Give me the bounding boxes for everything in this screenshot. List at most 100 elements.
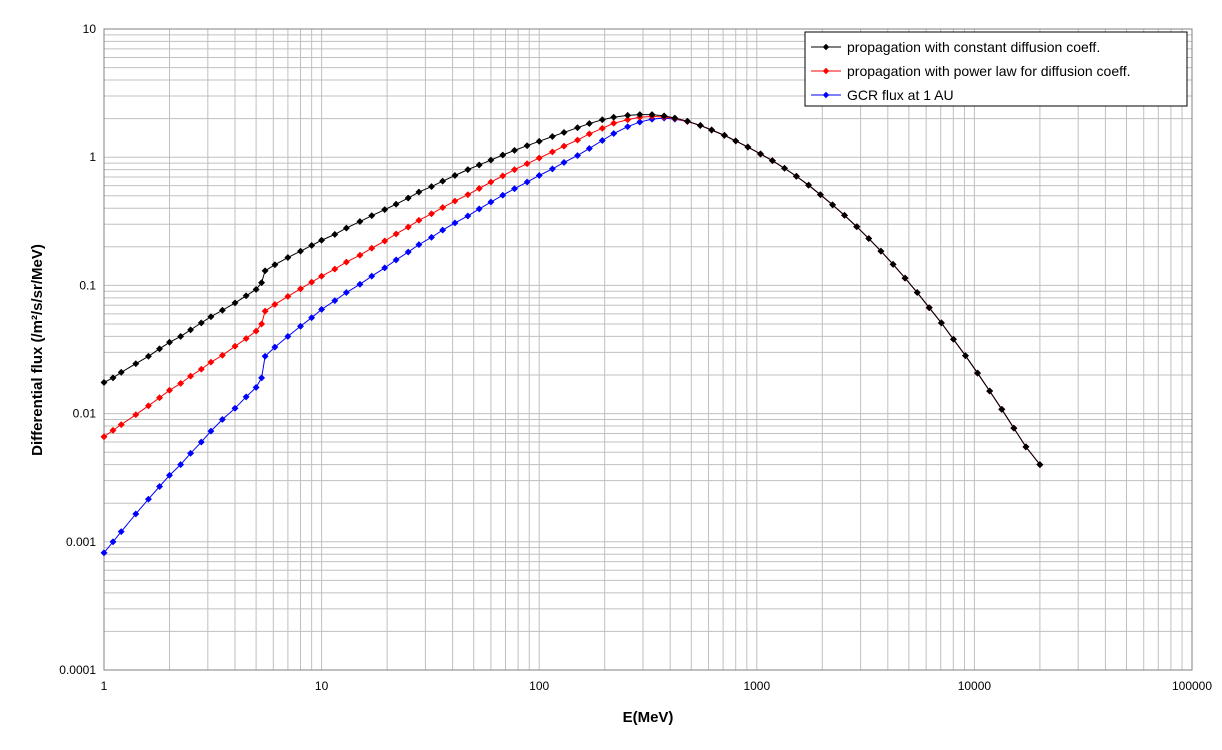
series-1 (100, 111, 1044, 469)
data-point (144, 402, 152, 410)
data-point (308, 278, 316, 286)
data-point (949, 335, 957, 343)
x-tick-label: 1000 (743, 679, 770, 693)
data-point (439, 226, 447, 234)
data-point (242, 292, 250, 300)
data-point (155, 394, 164, 402)
data-point (829, 201, 837, 209)
data-point (144, 352, 152, 360)
data-point (331, 265, 339, 273)
data-point (548, 132, 556, 141)
data-point (610, 113, 618, 121)
y-tick-label: 0.1 (79, 278, 96, 292)
data-point (392, 230, 400, 238)
data-point (155, 345, 164, 353)
legend-label: propagation with constant diffusion coef… (847, 39, 1100, 55)
data-point (207, 313, 215, 321)
data-point (510, 166, 519, 174)
data-point (636, 111, 644, 119)
data-point (100, 378, 108, 386)
data-point (404, 248, 412, 256)
data-point (1010, 424, 1018, 432)
data-point (451, 219, 459, 227)
data-point (573, 152, 582, 160)
data-point (318, 236, 326, 244)
data-point (284, 332, 292, 340)
data-point (853, 223, 861, 231)
data-point (258, 279, 266, 287)
legend-box (804, 31, 1188, 107)
data-point (548, 148, 556, 156)
data-point (648, 111, 656, 119)
data-point (744, 143, 752, 151)
data-point (392, 200, 400, 208)
data-point (499, 191, 507, 199)
data-point (732, 137, 740, 145)
data-point (451, 197, 459, 205)
legend-label: propagation with power law for diffusion… (847, 63, 1131, 79)
data-point (535, 154, 543, 162)
data-point (487, 198, 495, 206)
data-point (560, 158, 568, 167)
data-point (197, 365, 205, 373)
data-point (242, 334, 250, 343)
data-point (756, 150, 765, 158)
data-point (840, 211, 849, 219)
y-axis-title: Differential flux (/m²/s/sr/MeV) (29, 244, 46, 456)
data-point (636, 118, 644, 126)
data-point (144, 495, 152, 503)
data-point (535, 171, 543, 180)
data-point (165, 386, 174, 394)
x-tick-label: 10000 (958, 679, 992, 693)
data-point (231, 342, 239, 350)
data-point (165, 471, 174, 479)
data-point (252, 327, 260, 335)
data-point (585, 144, 593, 153)
data-point (296, 322, 305, 330)
data-point (100, 433, 108, 441)
data-point (937, 319, 945, 327)
data-point (610, 119, 618, 127)
legend-marker (822, 43, 830, 51)
legend-marker (822, 91, 830, 99)
data-point (487, 178, 495, 186)
data-point (624, 116, 632, 124)
data-point (624, 111, 632, 119)
x-tick-label: 100000 (1172, 679, 1212, 693)
data-point (792, 172, 800, 180)
data-point (535, 137, 543, 145)
data-point (117, 528, 125, 536)
data-point (720, 131, 728, 139)
data-point (177, 332, 185, 340)
data-point (271, 300, 279, 309)
data-point (427, 210, 436, 218)
data-point (296, 285, 305, 293)
data-point (356, 251, 364, 259)
data-point (177, 379, 185, 387)
data-point (271, 343, 279, 351)
data-point (585, 120, 593, 128)
data-point (961, 352, 970, 360)
plot-frame (103, 28, 1193, 671)
data-point (671, 114, 679, 122)
data-point (308, 241, 316, 249)
data-point (475, 205, 483, 213)
data-point (132, 411, 140, 419)
data-point (415, 188, 423, 196)
data-point (889, 260, 897, 268)
data-point (368, 272, 376, 280)
data-point (207, 358, 215, 366)
data-point (415, 216, 423, 224)
data-point (464, 191, 472, 199)
series-layer (100, 111, 1044, 557)
data-point (986, 387, 994, 395)
data-point (261, 352, 269, 360)
data-point (998, 405, 1006, 413)
data-point (415, 241, 423, 249)
legend: propagation with constant diffusion coef… (804, 31, 1188, 107)
data-point (404, 194, 412, 202)
legend-label: GCR flux at 1 AU (847, 87, 954, 103)
data-point (331, 297, 339, 305)
data-point (585, 130, 593, 138)
